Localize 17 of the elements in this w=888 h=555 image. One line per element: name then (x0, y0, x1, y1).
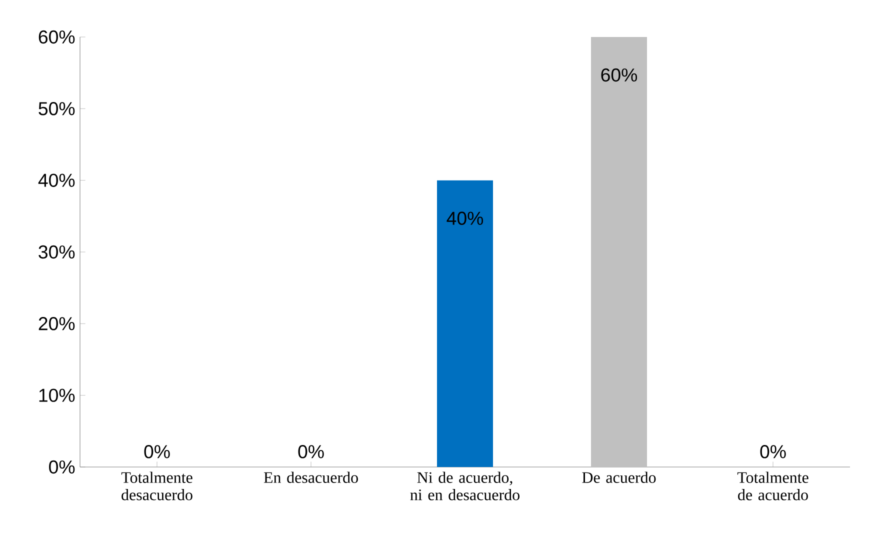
x-tick-label: Totalmente de acuerdo (737, 472, 808, 500)
y-tick-label: 10% (39, 388, 75, 402)
data-label: 60% (601, 68, 638, 82)
data-label: 40% (446, 212, 484, 225)
x-tick-label: Ni de acuerdo, ni en desacuerdo (410, 472, 520, 500)
x-tick-label: En desacuerdo (264, 472, 358, 483)
x-tick-label: Totalmente desacuerdo (121, 472, 192, 500)
y-tick-label: 30% (38, 245, 75, 259)
x-tick-label: De acuerdo (582, 472, 656, 483)
data-label: 0% (298, 445, 324, 458)
y-tick-label: 20% (38, 317, 75, 330)
y-tick-label: 50% (38, 102, 75, 116)
data-label: 0% (144, 445, 170, 458)
y-tick-label: 40% (38, 174, 75, 187)
y-tick-label: 0% (49, 460, 75, 474)
data-label: 0% (760, 445, 786, 458)
y-tick-label: 60% (38, 30, 75, 44)
